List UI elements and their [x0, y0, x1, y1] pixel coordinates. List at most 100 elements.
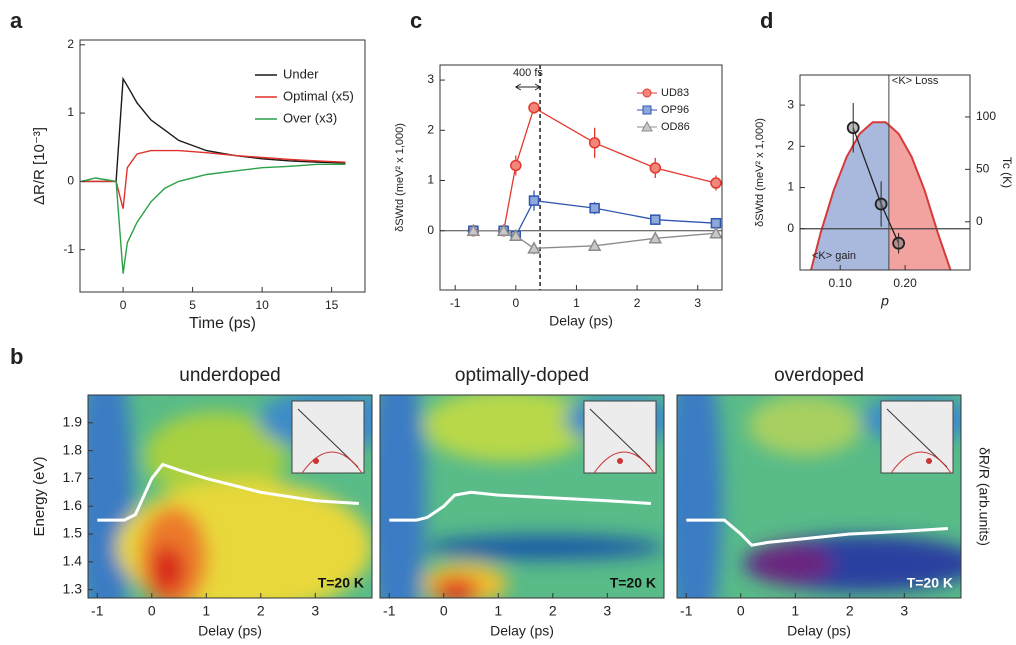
- dome-fill: [888, 125, 951, 270]
- marker: [587, 238, 602, 252]
- y-axis-label: ΔR/R [10⁻³]: [31, 127, 48, 205]
- y2-tick-label: 0: [976, 214, 983, 228]
- x-tick-label: -1: [680, 603, 693, 619]
- heatmap-blob: [433, 577, 480, 598]
- x-tick-label: 0: [120, 298, 127, 312]
- x-tick-label: 10: [255, 298, 269, 312]
- marker: [527, 241, 541, 254]
- panel-letter: a: [10, 8, 23, 33]
- y-axis-label: Energy (eV): [31, 456, 48, 536]
- legend-marker: [641, 120, 653, 132]
- y-tick-label: 2: [67, 37, 74, 51]
- heatmap-blob: [380, 395, 426, 598]
- plot-frame: [676, 394, 962, 599]
- marker: [650, 214, 661, 225]
- y-tick-label: -1: [63, 242, 74, 256]
- legend-label: OP96: [661, 104, 689, 116]
- x-tick-label: 2: [549, 603, 557, 619]
- inset-curve: [589, 408, 651, 468]
- x-tick-label: 3: [900, 603, 908, 619]
- y-tick-label: 1.8: [63, 441, 83, 457]
- dome-line: [810, 121, 952, 270]
- marker: [588, 137, 601, 149]
- legend-label: UD83: [661, 87, 689, 99]
- plot-frame: [87, 394, 373, 599]
- y-tick-label: 1: [787, 180, 794, 194]
- legend-label: Optimal (x5): [283, 88, 354, 103]
- plot-area: [88, 395, 372, 598]
- y2-tick-label: 100: [976, 109, 996, 123]
- x-tick-label: 5: [189, 298, 196, 312]
- x-axis-label: Delay (ps): [787, 623, 851, 639]
- annotation: 400 fs: [513, 67, 543, 79]
- y2-tick-label: 50: [976, 162, 990, 176]
- x-tick-label: 0: [737, 603, 745, 619]
- x-tick-label: 0: [512, 296, 519, 310]
- x-tick-label: 2: [257, 603, 265, 619]
- delay-arrow: [514, 83, 542, 91]
- x-tick-label: 0.10: [829, 276, 853, 290]
- x-axis-label: Delay (ps): [549, 313, 613, 329]
- x-tick-label: -1: [450, 296, 461, 310]
- x-axis-label: Delay (ps): [490, 623, 554, 639]
- marker: [466, 223, 481, 236]
- y-tick-label: 0: [787, 221, 794, 235]
- data-line: [81, 149, 346, 209]
- marker: [874, 197, 888, 211]
- y-tick-label: 2: [427, 122, 434, 136]
- plot-area: [380, 395, 664, 598]
- y-axis-label: δSWtd (meV² x 1,000): [754, 118, 766, 227]
- heatmap-blob: [150, 545, 185, 594]
- x-tick-label: 0: [440, 603, 448, 619]
- y-tick-label: 1.4: [63, 553, 83, 569]
- plot-area: [810, 121, 952, 270]
- y-axis-label: δSWtd (meV² x 1,000): [394, 123, 406, 232]
- panel-letter: c: [410, 8, 422, 33]
- marker: [709, 226, 723, 239]
- trace-line: [97, 462, 359, 522]
- x-axis-label: Delay (ps): [198, 623, 262, 639]
- x-tick-label: 0.20: [893, 276, 917, 290]
- x-tick-label: 2: [634, 296, 641, 310]
- marker: [710, 177, 722, 189]
- y2-axis-label: δR/R (arb.units): [976, 447, 992, 546]
- x-tick-label: 0: [148, 603, 156, 619]
- inset-dome: [301, 451, 363, 474]
- data-line: [81, 163, 346, 274]
- marker: [528, 195, 540, 206]
- marker: [528, 101, 540, 114]
- y-tick-label: 1.3: [63, 580, 83, 596]
- legend-marker: [642, 105, 652, 115]
- marker: [509, 228, 523, 242]
- x-tick-label: 1: [791, 603, 799, 619]
- annotation: <K> Loss: [892, 75, 939, 87]
- panel-title: underdoped: [179, 365, 280, 386]
- marker: [648, 231, 663, 244]
- panel-letter: b: [10, 344, 23, 369]
- x-tick-label: 1: [494, 603, 502, 619]
- legend-marker: [642, 88, 652, 98]
- x-tick-label: 1: [202, 603, 210, 619]
- y-tick-label: 3: [427, 72, 434, 86]
- y2-axis-label: Tc (K): [1000, 157, 1014, 188]
- inset-dome: [593, 451, 655, 474]
- y-tick-label: 1: [67, 105, 74, 119]
- x-tick-label: 3: [694, 296, 701, 310]
- inset-dot: [926, 458, 932, 464]
- y-tick-label: 1.7: [63, 469, 83, 485]
- marker: [892, 236, 906, 250]
- heatmap-blob: [748, 395, 862, 456]
- plot-frame: [79, 39, 366, 293]
- x-tick-label: 3: [603, 603, 611, 619]
- panel-title: optimally-doped: [455, 365, 589, 386]
- data-line: [81, 76, 346, 183]
- y-tick-label: 0: [427, 223, 434, 237]
- annotation: <K> gain: [812, 250, 856, 262]
- plot-area: [81, 76, 346, 274]
- marker: [846, 121, 860, 135]
- plot-area: [677, 395, 961, 598]
- x-tick-label: 2: [846, 603, 854, 619]
- heatmap-blob: [748, 543, 834, 584]
- annotation: T=20 K: [318, 575, 364, 591]
